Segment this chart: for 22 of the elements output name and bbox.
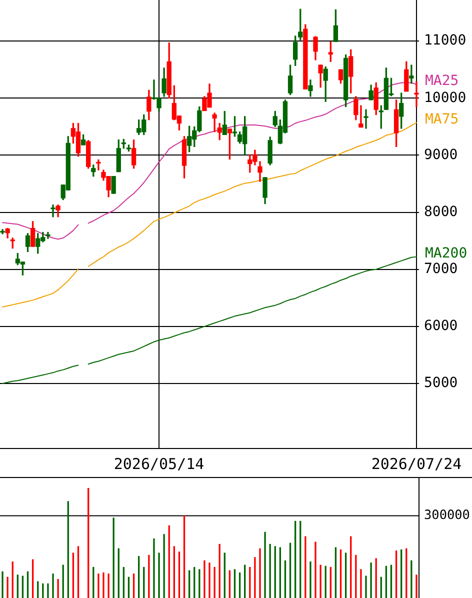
x-tick-label: 2026/05/14 — [114, 454, 204, 473]
y-tick-label: 10000 — [424, 90, 466, 106]
candlestick — [358, 105, 364, 128]
candlestick — [96, 159, 101, 170]
candlestick — [50, 204, 56, 218]
series-label: MA75 — [425, 111, 459, 128]
text: 300000 — [424, 508, 470, 524]
y-tick-label: 8000 — [424, 204, 458, 220]
candlestick — [0, 229, 5, 234]
y-tick-label: 7000 — [424, 261, 458, 278]
candlestick — [46, 232, 50, 239]
y-tick-label: 9000 — [424, 146, 458, 163]
x-tick-label: 2026/07/24 — [371, 454, 462, 473]
y-tick-label: 6000 — [424, 318, 458, 334]
candlestick — [212, 112, 217, 132]
series-label: MA200 — [425, 245, 468, 262]
candlestick — [364, 109, 368, 129]
y-tick-label: 5000 — [424, 375, 458, 392]
candlestick — [409, 64, 414, 84]
candlestick — [414, 81, 419, 108]
y-tick-label: 11000 — [424, 32, 466, 49]
series-label: MA25 — [425, 73, 459, 90]
